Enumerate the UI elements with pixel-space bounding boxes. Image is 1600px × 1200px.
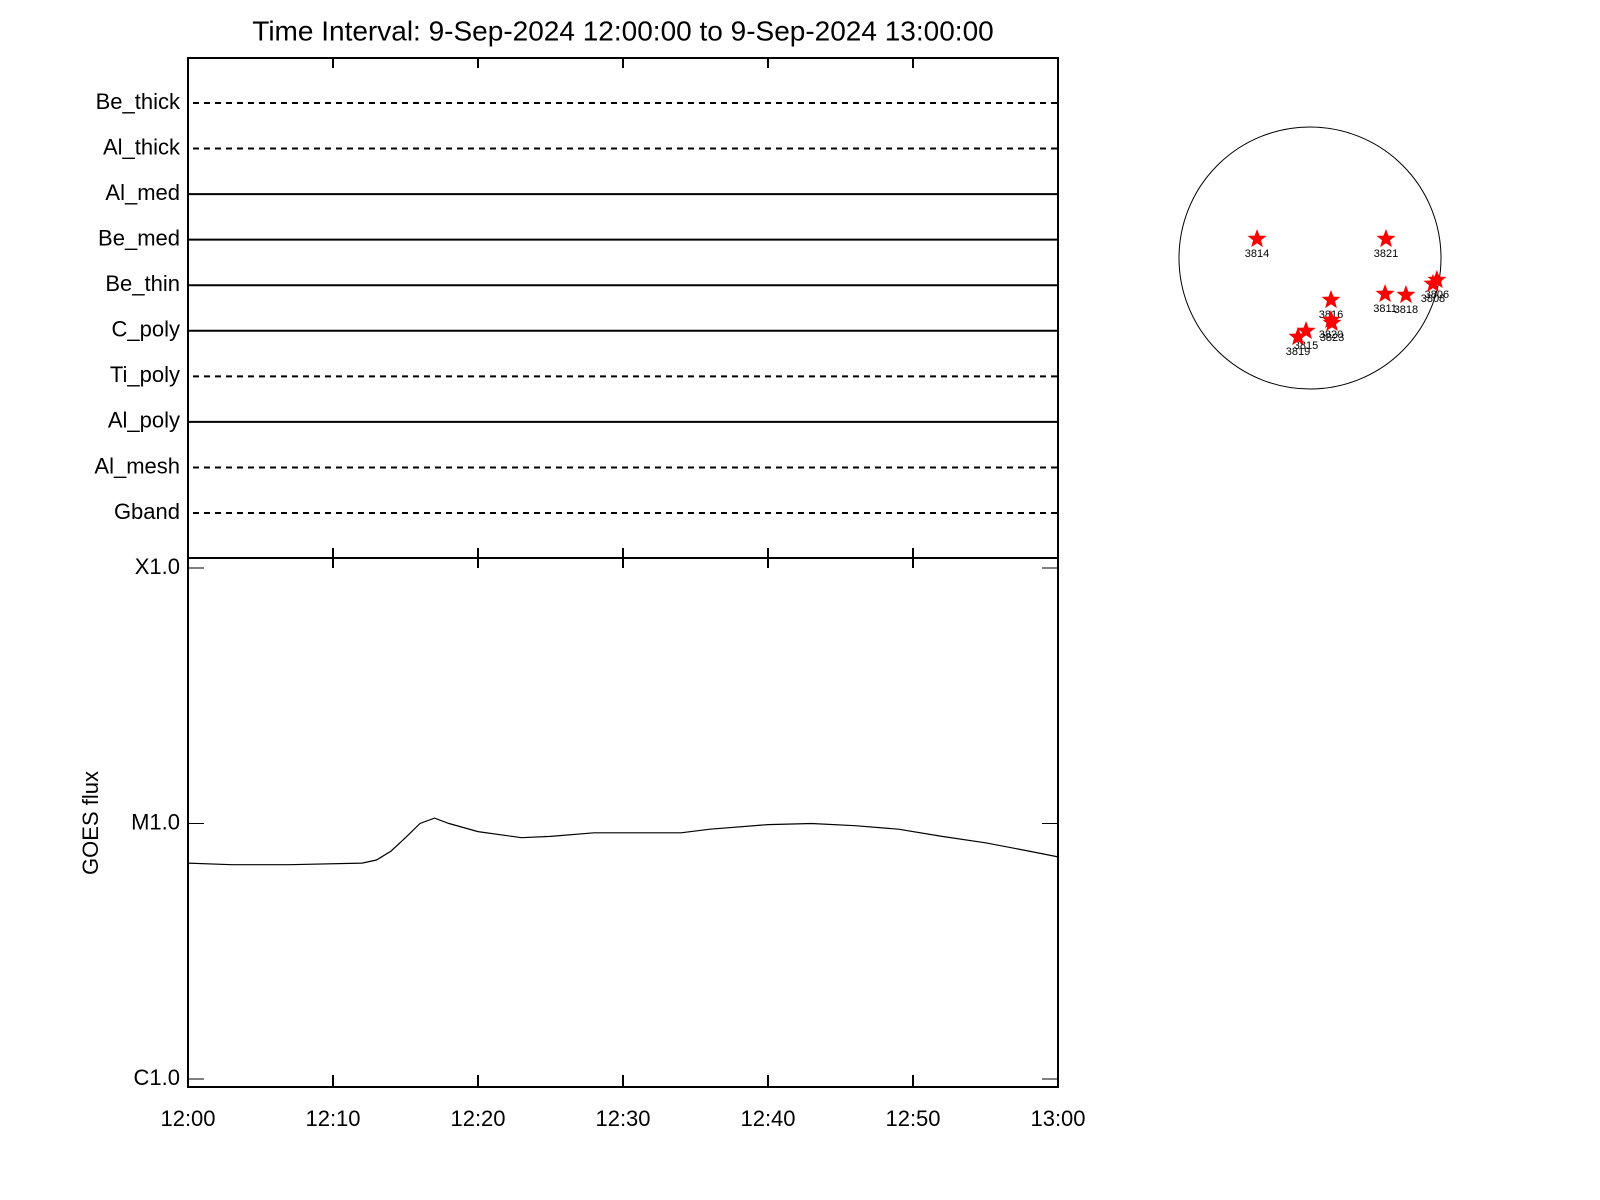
goes-line [187,817,1059,866]
y-axis-label: GOES flux [78,771,103,875]
region-star [1322,313,1342,331]
region-star [1321,290,1341,309]
filter-label: Be_med [98,225,180,250]
x-tick-label: 12:50 [885,1106,940,1131]
region-label: 3821 [1374,248,1398,260]
filter-label: Be_thick [96,89,181,114]
region-star [1423,273,1443,292]
chart-title: Time Interval: 9-Sep-2024 12:00:00 to 9-… [252,15,993,46]
y-tick-label: X1.0 [135,554,180,579]
y-tick-label: M1.0 [131,809,180,834]
region-star [1375,284,1395,303]
region-star [1247,229,1267,248]
region-star [1376,229,1396,248]
region-star [1288,327,1308,346]
region-star [1296,321,1316,340]
y-tick-label: C1.0 [134,1065,180,1090]
solar-disk [1178,126,1442,390]
filter-label: Gband [114,499,180,524]
x-tick-label: 13:00 [1030,1106,1085,1131]
filter-panel-frame [187,57,1059,559]
filter-label: Be_thin [105,271,180,296]
region-label: 3815 [1294,340,1318,352]
filter-label: Ti_poly [110,362,180,387]
x-tick-label: 12:40 [740,1106,795,1131]
region-label: 3814 [1245,248,1269,260]
region-star [1427,270,1447,289]
region-label: 3806 [1425,289,1449,301]
filter-label: Al_med [105,180,180,205]
filter-label: Al_poly [108,408,180,433]
filter-label: Al_thick [103,134,181,159]
x-tick-label: 12:00 [160,1106,215,1131]
region-label: 3818 [1394,304,1418,316]
filter-label: C_poly [112,317,180,342]
x-tick-label: 12:10 [305,1106,360,1131]
x-tick-label: 12:30 [595,1106,650,1131]
region-label: 3819 [1286,346,1310,358]
region-label: 3823 [1320,332,1344,344]
region-label: 3820 [1319,329,1343,341]
x-tick-label: 12:20 [450,1106,505,1131]
filter-label: Al_mesh [94,453,180,478]
region-label: 3811 [1373,303,1397,315]
region-label: 3808 [1421,293,1445,305]
goes-panel-frame [187,557,1059,1088]
region-star [1396,285,1416,304]
